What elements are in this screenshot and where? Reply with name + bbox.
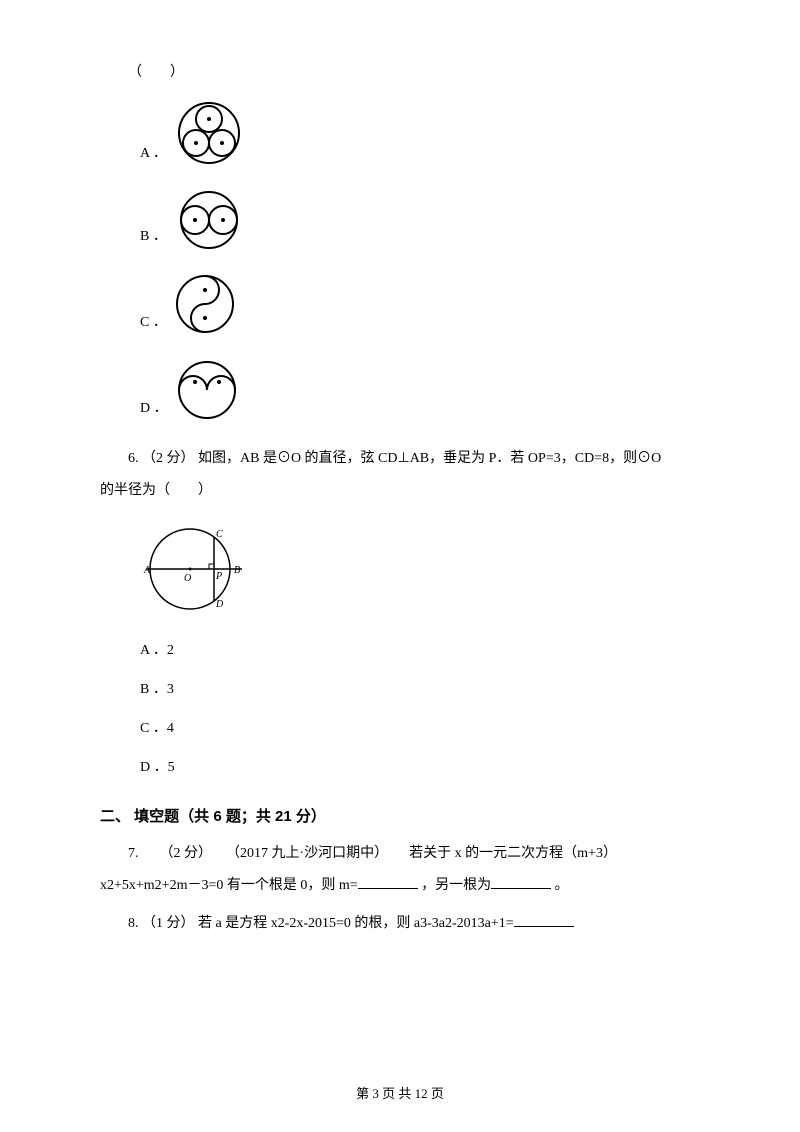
q7-line2-b: ，另一根为	[421, 878, 491, 893]
q6-figure: A B C D O P	[140, 519, 700, 624]
three-circles-icon	[173, 99, 245, 175]
svg-text:O: O	[184, 573, 191, 584]
svg-text:C: C	[216, 529, 223, 540]
q6-option-c: C ．4	[140, 716, 700, 741]
q7-line1: 7. （2 分） （2017 九上·沙河口期中） 若关于 x 的一元二次方程（m…	[100, 840, 700, 868]
two-circles-icon	[173, 190, 245, 258]
blank-field[interactable]	[491, 875, 551, 889]
blank-field[interactable]	[358, 875, 418, 889]
option-label-a: A ．	[140, 143, 167, 175]
blank-field[interactable]	[514, 913, 574, 927]
q7-line2-c: 。	[555, 878, 569, 893]
q6-line2: 的半径为（ ）	[100, 477, 700, 505]
svg-text:D: D	[215, 599, 224, 610]
yinyang-icon	[173, 272, 237, 344]
chord-circle-icon: A B C D O P	[140, 519, 250, 619]
page-footer: 第 3 页 共 12 页	[0, 1083, 800, 1102]
q6-option-b: B ．3	[140, 677, 700, 702]
svg-text:B: B	[234, 565, 240, 576]
q7-line2: x2+5x+m2+2m－3=0 有一个根是 0，则 m= ，另一根为 。	[100, 872, 700, 900]
option-label-d: D ．	[140, 398, 168, 430]
q5-option-c: C ．	[140, 272, 700, 344]
page-content: （ ） A ． B ．	[0, 0, 800, 982]
option-label-b: B ．	[140, 226, 167, 258]
owl-eyes-icon	[174, 358, 240, 430]
option-label-c: C ．	[140, 312, 167, 344]
q5-option-b: B ．	[140, 190, 700, 258]
q6-option-a: A ．2	[140, 638, 700, 663]
svg-text:A: A	[143, 565, 151, 576]
q5-option-d: D ．	[140, 358, 700, 430]
q6-line1: 6. （2 分） 如图，AB 是⊙O 的直径，弦 CD⊥AB，垂足为 P．若 O…	[100, 445, 700, 473]
q5-option-a: A ．	[140, 99, 700, 175]
q8-line: 8. （1 分） 若 a 是方程 x2‐2x‐2015=0 的根，则 a3‐3a…	[100, 910, 700, 938]
q8-text-a: 8. （1 分） 若 a 是方程 x2‐2x‐2015=0 的根，则 a3‐3a…	[128, 916, 514, 931]
section-2-header: 二、 填空题（共 6 题；共 21 分）	[100, 805, 700, 826]
svg-text:P: P	[215, 571, 222, 582]
q7-line2-a: x2+5x+m2+2m－3=0 有一个根是 0，则 m=	[100, 878, 358, 893]
q5-stem: （ ）	[100, 60, 700, 85]
q6-option-d: D ．5	[140, 755, 700, 780]
